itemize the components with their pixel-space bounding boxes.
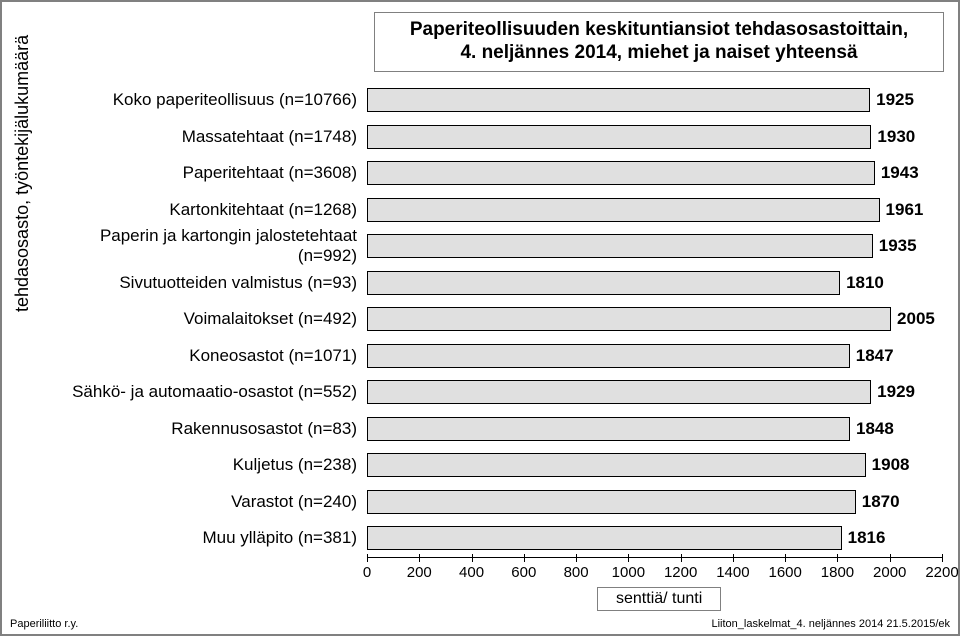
category-label: Sivutuotteiden valmistus (n=93) <box>42 273 367 293</box>
bar-value-label: 1943 <box>875 161 919 185</box>
category-label: Paperitehtaat (n=3608) <box>42 163 367 183</box>
category-label: Koneosastot (n=1071) <box>42 346 367 366</box>
category-label: Sähkö- ja automaatio-osastot (n=552) <box>42 382 367 402</box>
bar-plot-cell: 1935 <box>367 228 942 265</box>
chart-row: Muu ylläpito (n=381) 1816 <box>42 520 942 557</box>
x-tick-label: 600 <box>511 564 536 581</box>
category-label: Massatehtaat (n=1748) <box>42 127 367 147</box>
category-label: Kartonkitehtaat (n=1268) <box>42 200 367 220</box>
x-tick <box>628 554 629 562</box>
bar-value-label: 1847 <box>850 344 894 368</box>
chart-row: Paperin ja kartongin jalostetehtaat (n=9… <box>42 228 942 265</box>
chart-row: Voimalaitokset (n=492) 2005 <box>42 301 942 338</box>
x-tick <box>890 554 891 562</box>
x-tick-label: 1200 <box>664 564 697 581</box>
x-tick-label: 400 <box>459 564 484 581</box>
category-label: Rakennusosastot (n=83) <box>42 419 367 439</box>
chart-row: Kartonkitehtaat (n=1268) 1961 <box>42 192 942 229</box>
x-tick <box>733 554 734 562</box>
bar-plot-cell: 1943 <box>367 155 942 192</box>
x-tick-label: 200 <box>407 564 432 581</box>
bar-plot-cell: 1816 <box>367 520 942 557</box>
x-tick <box>681 554 682 562</box>
chart-row: Sivutuotteiden valmistus (n=93) 1810 <box>42 265 942 302</box>
bar-plot-cell: 1961 <box>367 192 942 229</box>
x-tick-label: 1400 <box>716 564 749 581</box>
bar <box>367 161 875 185</box>
bar-plot-cell: 1929 <box>367 374 942 411</box>
bar <box>367 490 856 514</box>
category-label: Paperin ja kartongin jalostetehtaat (n=9… <box>42 226 367 266</box>
bar-value-label: 1935 <box>873 234 917 258</box>
x-tick <box>576 554 577 562</box>
y-axis-label: tehdasosasto, työntekijälukumäärä <box>12 35 33 312</box>
chart-title-line1: Paperiteollisuuden keskituntiansiot tehd… <box>410 19 908 40</box>
category-label: Varastot (n=240) <box>42 492 367 512</box>
chart-row: Koneosastot (n=1071) 1847 <box>42 338 942 375</box>
category-label: Voimalaitokset (n=492) <box>42 309 367 329</box>
bar-value-label: 1816 <box>842 526 886 550</box>
bar-value-label: 1929 <box>871 380 915 404</box>
bar <box>367 453 866 477</box>
chart-page: Paperiteollisuuden keskituntiansiot tehd… <box>0 0 960 636</box>
chart-row: Massatehtaat (n=1748) 1930 <box>42 119 942 156</box>
bar <box>367 344 850 368</box>
x-tick-label: 1800 <box>821 564 854 581</box>
x-tick-label: 800 <box>564 564 589 581</box>
bar <box>367 125 871 149</box>
chart-row: Varastot (n=240) 1870 <box>42 484 942 521</box>
bar-plot-cell: 1847 <box>367 338 942 375</box>
bar-plot-cell: 1870 <box>367 484 942 521</box>
bar <box>367 88 870 112</box>
x-tick-label: 2000 <box>873 564 906 581</box>
x-tick <box>942 554 943 562</box>
x-axis: 0200400600800100012001400160018002000220… <box>367 557 942 578</box>
x-tick-label: 1000 <box>612 564 645 581</box>
bar <box>367 271 840 295</box>
bar-plot-cell: 1848 <box>367 411 942 448</box>
footer-left: Paperiliitto r.y. <box>10 618 78 630</box>
bar-plot-cell: 2005 <box>367 301 942 338</box>
x-tick <box>524 554 525 562</box>
bar-value-label: 1870 <box>856 490 900 514</box>
bar-plot-cell: 1925 <box>367 82 942 119</box>
category-label: Koko paperiteollisuus (n=10766) <box>42 90 367 110</box>
x-tick <box>419 554 420 562</box>
bar <box>367 234 873 258</box>
chart-row: Sähkö- ja automaatio-osastot (n=552) 1929 <box>42 374 942 411</box>
x-tick <box>837 554 838 562</box>
bar-value-label: 2005 <box>891 307 935 331</box>
chart-row: Rakennusosastot (n=83) 1848 <box>42 411 942 448</box>
bar <box>367 198 880 222</box>
footer-right: Liiton_laskelmat_4. neljännes 2014 21.5.… <box>711 618 950 630</box>
chart-row: Paperitehtaat (n=3608) 1943 <box>42 155 942 192</box>
bar-plot-cell: 1930 <box>367 119 942 156</box>
chart-row: Koko paperiteollisuus (n=10766) 1925 <box>42 82 942 119</box>
x-axis-label: senttiä/ tunti <box>597 587 721 611</box>
x-tick <box>472 554 473 562</box>
chart-title: Paperiteollisuuden keskituntiansiot tehd… <box>374 12 944 72</box>
category-label: Muu ylläpito (n=381) <box>42 528 367 548</box>
x-tick-label: 2200 <box>925 564 958 581</box>
bar <box>367 417 850 441</box>
x-tick-label: 1600 <box>768 564 801 581</box>
bar-value-label: 1848 <box>850 417 894 441</box>
x-tick <box>785 554 786 562</box>
bar-value-label: 1930 <box>871 125 915 149</box>
bar <box>367 307 891 331</box>
bar-plot-cell: 1810 <box>367 265 942 302</box>
chart-title-line2: 4. neljännes 2014, miehet ja naiset yhte… <box>460 42 857 63</box>
x-tick <box>367 554 368 562</box>
bar-value-label: 1908 <box>866 453 910 477</box>
bar <box>367 380 871 404</box>
x-tick-label: 0 <box>363 564 371 581</box>
bar <box>367 526 842 550</box>
bar-value-label: 1925 <box>870 88 914 112</box>
chart-area: Koko paperiteollisuus (n=10766) 1925 Massa… <box>42 82 942 557</box>
bar-value-label: 1810 <box>840 271 884 295</box>
bar-value-label: 1961 <box>880 198 924 222</box>
chart-row: Kuljetus (n=238) 1908 <box>42 447 942 484</box>
category-label: Kuljetus (n=238) <box>42 455 367 475</box>
bar-plot-cell: 1908 <box>367 447 942 484</box>
